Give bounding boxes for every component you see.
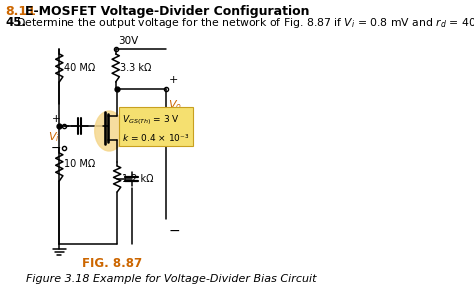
Text: 8.11: 8.11 [5,5,36,18]
Text: 10 MΩ: 10 MΩ [64,159,96,169]
Circle shape [95,111,124,151]
Text: E-MOSFET Voltage-Divider Configuration: E-MOSFET Voltage-Divider Configuration [25,5,310,18]
Text: $V_i$: $V_i$ [47,130,59,144]
Text: 45.: 45. [5,16,26,29]
Text: 1.2 kΩ: 1.2 kΩ [122,174,154,184]
Text: FIG. 8.87: FIG. 8.87 [82,257,142,270]
Text: 40 MΩ: 40 MΩ [64,63,96,73]
Text: +: + [52,114,61,124]
Text: +: + [168,75,178,85]
Text: 30V: 30V [118,36,139,46]
Text: $V_{GS(Th)}$ = 3 V
$k$ = 0.4 × 10⁻³: $V_{GS(Th)}$ = 3 V $k$ = 0.4 × 10⁻³ [122,113,190,143]
Text: −: − [168,224,180,238]
Text: Figure 3.18 Example for Voltage-Divider Bias Circuit: Figure 3.18 Example for Voltage-Divider … [26,274,317,284]
Text: −: − [50,141,61,155]
Text: $V_o$: $V_o$ [168,98,182,112]
Text: 3.3 kΩ: 3.3 kΩ [120,63,151,73]
Text: Determine the output voltage for the network of Fig. 8.87 if $V_i$ = 0.8 mV and : Determine the output voltage for the net… [16,16,474,30]
